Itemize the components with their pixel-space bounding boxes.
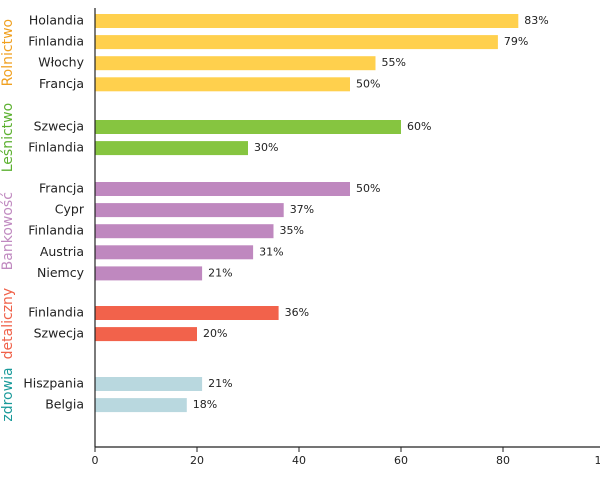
bar	[95, 14, 519, 28]
bar	[95, 224, 274, 239]
category-label: Belgia	[45, 397, 84, 412]
value-label: 30%	[254, 141, 278, 154]
x-tick-label: 20	[190, 454, 204, 467]
bar	[95, 266, 203, 281]
value-label: 18%	[193, 398, 217, 411]
bar	[95, 77, 350, 92]
category-label: Niemcy	[37, 265, 85, 280]
category-label: Szwecja	[34, 119, 84, 134]
category-label: Finlandia	[28, 223, 84, 238]
group-label: Bankowość	[0, 192, 16, 270]
x-tick-label: 40	[292, 454, 306, 467]
group-label: detaliczny	[0, 288, 16, 360]
bar	[95, 245, 254, 260]
value-label: 31%	[259, 245, 283, 258]
category-label: Hiszpania	[23, 376, 84, 391]
bar	[95, 56, 376, 71]
value-label: 83%	[524, 14, 548, 27]
value-label: 50%	[356, 77, 380, 90]
value-label: 55%	[382, 56, 406, 69]
value-label: 50%	[356, 182, 380, 195]
category-label: Cypr	[55, 202, 85, 217]
bar	[95, 377, 203, 391]
category-label: Austria	[40, 244, 84, 259]
group-label: Leśnictwo	[0, 103, 16, 172]
value-label: 36%	[285, 306, 309, 319]
bar	[95, 203, 284, 218]
category-label: Francja	[39, 76, 84, 91]
group-label: zdrowia	[0, 367, 16, 421]
category-label: Francja	[39, 181, 84, 196]
bar	[95, 120, 401, 134]
bar	[95, 306, 279, 320]
category-label: Finlandia	[28, 140, 84, 155]
category-label: Szwecja	[34, 326, 84, 341]
x-tick-label: 100	[595, 454, 600, 467]
x-tick-label: 60	[394, 454, 408, 467]
bar	[95, 182, 350, 196]
category-label: Holandia	[29, 13, 84, 28]
bar	[95, 141, 248, 156]
x-tick-label: 80	[496, 454, 510, 467]
x-tick-label: 0	[92, 454, 99, 467]
bar	[95, 35, 498, 50]
value-label: 21%	[208, 266, 232, 279]
value-label: 35%	[280, 224, 304, 237]
category-label: Finlandia	[28, 34, 84, 49]
group-label: Rolnictwo	[0, 19, 16, 87]
bar	[95, 398, 187, 413]
bar	[95, 327, 197, 342]
value-label: 37%	[290, 203, 314, 216]
category-label: Finlandia	[28, 305, 84, 320]
category-label: Włochy	[38, 55, 84, 70]
value-label: 60%	[407, 120, 431, 133]
value-label: 21%	[208, 377, 232, 390]
value-label: 79%	[504, 35, 528, 48]
value-label: 20%	[203, 327, 227, 340]
